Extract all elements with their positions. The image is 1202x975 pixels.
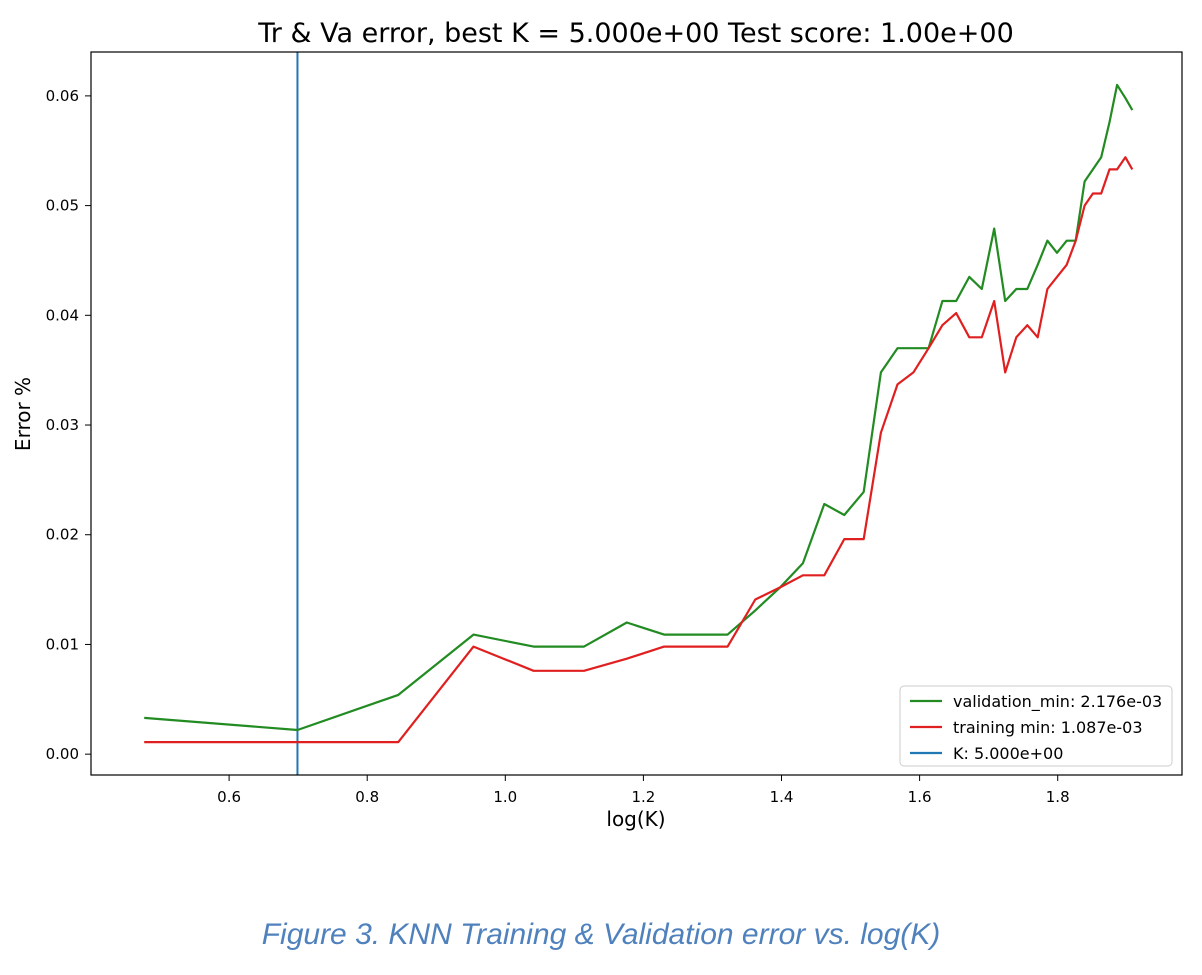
- y-tick-label: 0.06: [46, 87, 79, 105]
- legend-label-validation: validation_min: 2.176e-03: [953, 692, 1162, 712]
- x-tick-label: 0.8: [355, 788, 379, 806]
- y-axis-label: Error %: [11, 377, 35, 451]
- figure-caption: Figure 3. KNN Training & Validation erro…: [261, 918, 941, 951]
- legend-box: [899, 685, 1173, 767]
- y-tick-label: 0.05: [46, 197, 79, 215]
- training-line: [144, 156, 1134, 744]
- legend: validation_min: 2.176e-03 training min: …: [899, 685, 1173, 767]
- x-tick-label: 1.6: [908, 788, 932, 806]
- chart-title: Tr & Va error, best K = 5.000e+00 Test s…: [257, 18, 1014, 49]
- y-tick-label: 0.02: [46, 526, 79, 544]
- plot-frame: [90, 51, 1183, 776]
- legend-label-training: training min: 1.087e-03: [953, 718, 1143, 737]
- y-tick-label: 0.01: [46, 635, 79, 653]
- x-tick-label: 1.2: [631, 788, 655, 806]
- y-tick-label: 0.04: [46, 306, 79, 324]
- y-tick-label: 0.03: [46, 416, 79, 434]
- y-tick-label: 0.00: [46, 745, 79, 763]
- x-tick-label: 1.4: [770, 788, 794, 806]
- x-tick-label: 0.6: [217, 788, 241, 806]
- legend-label-k: K: 5.000e+00: [953, 744, 1063, 763]
- validation-line: [144, 83, 1134, 732]
- x-tick-label: 1.8: [1046, 788, 1070, 806]
- x-tick-label: 1.0: [493, 788, 517, 806]
- chart: Tr & Va error, best K = 5.000e+00 Test s…: [11, 18, 1183, 831]
- plot-area: 0.6 0.8 1.0 1.2 1.4 1.6 1.8 0.00 0.01 0.02 0.03 0.0…: [46, 52, 1134, 806]
- x-axis-label: log(K): [606, 807, 665, 831]
